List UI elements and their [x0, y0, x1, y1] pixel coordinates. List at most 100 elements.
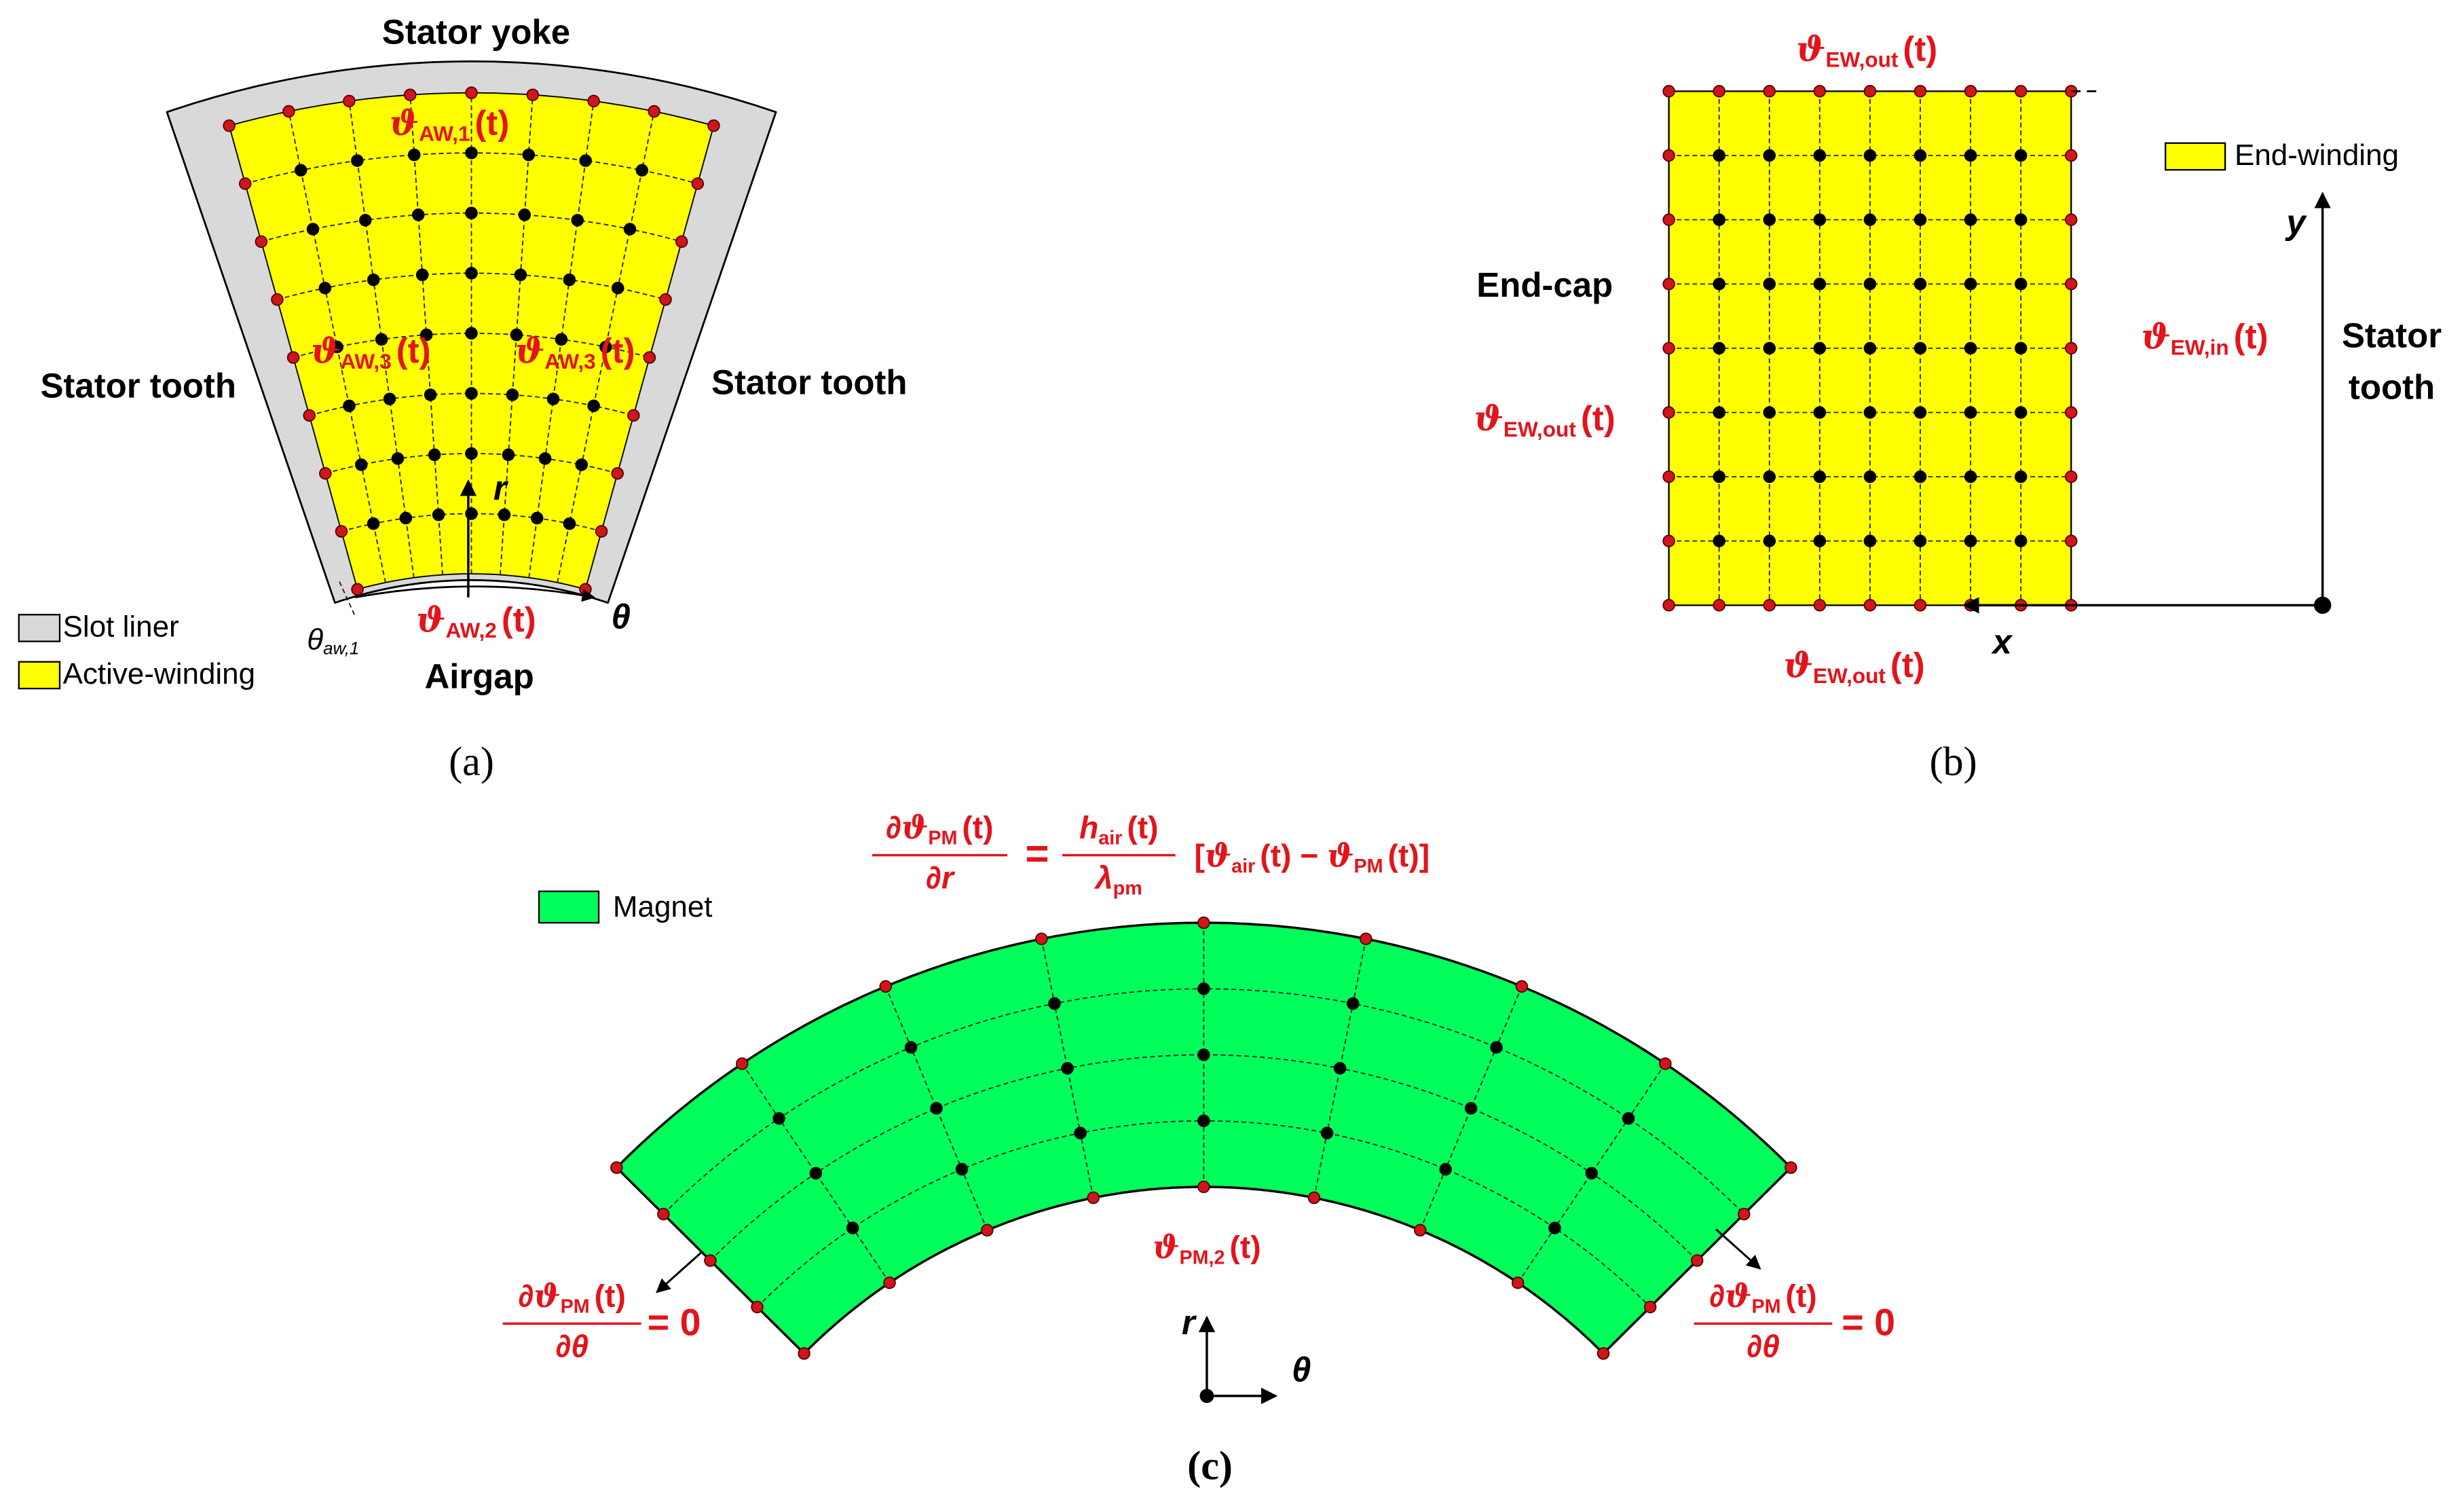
node: [1713, 277, 1725, 291]
math-part: (t)]: [1387, 838, 1430, 873]
boundary-node: [271, 293, 284, 306]
node: [1763, 149, 1776, 162]
node: [1713, 406, 1725, 419]
node: [1763, 406, 1776, 419]
node: [465, 327, 478, 340]
node: [1863, 149, 1877, 162]
node: [1333, 1062, 1347, 1075]
node: [1061, 1062, 1074, 1075]
boundary-node: [1713, 85, 1725, 98]
math-part: PM: [1354, 856, 1383, 877]
node: [391, 452, 405, 465]
boundary-node: [798, 1347, 810, 1360]
node: [1813, 406, 1827, 419]
grid-line: [500, 94, 534, 575]
node: [407, 148, 421, 162]
boundary-node: [1738, 1207, 1751, 1221]
math-part: ϑ: [1153, 1229, 1179, 1266]
caption: (c): [1187, 1443, 1233, 1488]
math-label: ∂ϑPM (t): [518, 1277, 625, 1317]
math-part: air: [1231, 856, 1255, 877]
label: tooth: [2349, 368, 2435, 407]
boundary-node: [1763, 599, 1776, 612]
boundary-node: [643, 351, 656, 364]
boundary-node: [751, 1300, 764, 1314]
node: [367, 517, 380, 530]
node: [1914, 534, 1927, 548]
axis-label: θ: [1292, 1351, 1311, 1389]
grid-line: [1313, 938, 1367, 1198]
node: [1763, 213, 1776, 226]
node: [1490, 1041, 1503, 1054]
boundary-node: [404, 88, 417, 101]
boundary-node: [1413, 1224, 1427, 1237]
node: [772, 1112, 785, 1125]
math-part: ∂θ: [1747, 1329, 1780, 1364]
node: [465, 387, 478, 400]
node: [465, 206, 478, 220]
node: [1713, 534, 1725, 548]
math-part: (t): [1903, 30, 1937, 69]
math-label: ∂θ: [1747, 1329, 1780, 1364]
legend-label: Slot liner: [63, 610, 179, 644]
boundary-node: [1197, 1180, 1210, 1194]
math-part: (t): [396, 331, 431, 370]
math-part: ϑ: [515, 331, 544, 371]
boundary-node: [2064, 342, 2078, 355]
node: [538, 452, 552, 465]
boundary-node: [707, 119, 720, 132]
boundary-node: [1914, 85, 1927, 98]
node: [571, 214, 584, 227]
node: [1074, 1126, 1087, 1139]
math-part: (t): [2234, 318, 2269, 356]
boundary-node: [1662, 213, 1675, 226]
node: [1197, 982, 1210, 995]
math-part: EW,in: [2171, 335, 2229, 360]
math-part: ∂: [926, 860, 941, 896]
math-part: ϑ: [1725, 1277, 1751, 1314]
axis-label: θ: [612, 598, 631, 636]
math-part: ∂: [886, 810, 901, 845]
node: [502, 448, 515, 462]
caption: (a): [449, 739, 494, 784]
node: [1964, 406, 1977, 419]
boundary-node: [611, 466, 624, 480]
node: [1763, 342, 1776, 355]
math-label: ϑEW,out (t): [1796, 29, 1937, 72]
legend-label: End-winding: [2235, 139, 2399, 172]
node: [2014, 277, 2028, 291]
label: Stator tooth: [40, 366, 236, 405]
node: [1346, 997, 1360, 1010]
math-part: θ: [307, 623, 323, 656]
boundary-node: [981, 1224, 994, 1237]
node: [1464, 1102, 1478, 1115]
boundary-node: [343, 94, 356, 108]
node: [1914, 277, 1927, 291]
math-part: (t): [1229, 1230, 1261, 1265]
boundary-node: [2064, 277, 2078, 291]
boundary-node: [1662, 277, 1675, 291]
math-part: ϑ: [2142, 316, 2171, 357]
node: [2014, 406, 2028, 419]
node: [1763, 534, 1776, 548]
math-part: PM: [928, 827, 957, 849]
node: [411, 208, 425, 221]
node: [399, 511, 413, 525]
node: [1863, 277, 1877, 291]
boundary-node: [627, 409, 640, 422]
boundary-node: [579, 583, 592, 596]
math-part: pm: [1113, 877, 1142, 899]
math-part: ϑ: [1784, 645, 1813, 686]
math-part: air: [1098, 827, 1122, 849]
node: [1964, 149, 1977, 162]
math-part: ϑ: [390, 103, 419, 143]
math-part: (t) −: [1260, 838, 1327, 873]
math-part: (t): [1127, 810, 1158, 845]
node: [1548, 1222, 1561, 1234]
node: [530, 511, 544, 525]
math-label: ϑEW,out (t): [1784, 645, 1925, 688]
node: [294, 164, 307, 177]
node: [428, 448, 441, 462]
boundary-node: [465, 86, 478, 99]
